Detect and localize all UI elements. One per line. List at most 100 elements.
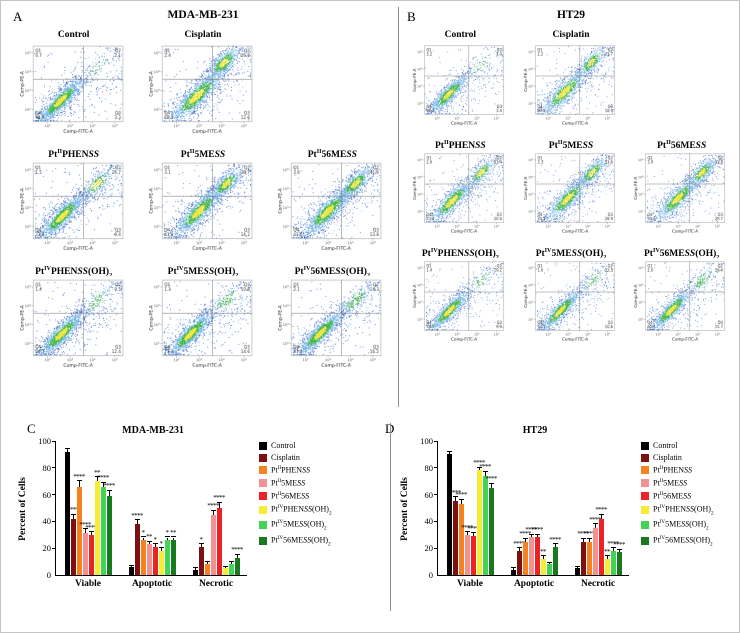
error-bar-cap [528, 533, 534, 535]
flow-cell: PtII5MESS [516, 138, 627, 241]
significance-stars: * [159, 539, 163, 548]
chart-c-ylabel-col: Percent of Cells [15, 442, 31, 576]
flow-plot-canvas [18, 276, 129, 376]
panel-c-bar-chart: MDA-MB-231 Percent of Cells 0 20 40 60 80 100… [15, 425, 332, 589]
error-bar-cap [216, 501, 222, 503]
y-tick-mark [434, 440, 438, 442]
flow-plot-title: PtIV56MESS(OH)2 [643, 248, 719, 261]
error-bar-cap [452, 496, 458, 498]
error-bar [530, 534, 532, 538]
chart-d-legend: Control Cisplatin PtIIPHENSS PtII5MESS PtII5… [641, 425, 714, 576]
legend-swatch [259, 479, 267, 488]
legend-item: PtIV5MESS(OH)2 [641, 519, 714, 532]
flow-cell: PtIVPHENSS(OH)2 [405, 246, 516, 349]
error-bar-cap [458, 498, 464, 500]
error-bar-cap [580, 537, 586, 539]
error-bar [90, 532, 92, 535]
error-bar-cap [470, 532, 476, 534]
flow-cell: PtIIPHENSS [9, 147, 138, 259]
flow-row: PtIIPHENSS PtII5MESS PtII56MESS [405, 138, 737, 241]
flow-plot-title: PtII5MESS [548, 140, 594, 152]
flow-plot-canvas [522, 150, 620, 241]
flow-cell: PtIV5MESS(OH)2 [516, 246, 627, 349]
flow-cell: PtII56MESS [626, 138, 737, 241]
error-bar-cap [82, 528, 88, 530]
error-bar-cap [128, 564, 134, 566]
chart-d-plot-area: 0 20 40 60 80 100 Viable **** **** **** **** **** **… [420, 436, 629, 589]
error-bar-cap [592, 523, 598, 525]
bar [164, 540, 170, 575]
legend-item: Cisplatin [259, 453, 332, 462]
error-bar-cap [140, 536, 146, 538]
bar [446, 454, 452, 575]
chart-c-legend: Control Cisplatin PtIIPHENSS PtII5MESS PtII5… [259, 425, 332, 576]
flow-plot-canvas [522, 258, 620, 349]
significance-stars: ** [146, 533, 152, 541]
y-tick-mark [434, 547, 438, 549]
flow-plot-title: PtIV5MESS(OH)2 [535, 248, 607, 261]
error-bar [554, 544, 556, 547]
error-bar [594, 524, 596, 529]
significance-stars: **** [473, 459, 485, 468]
bar [592, 528, 598, 575]
error-bar [542, 556, 544, 559]
flow-plot-title: Control [57, 30, 90, 40]
flow-plot-canvas [147, 276, 258, 376]
error-bar [448, 451, 450, 455]
bar [234, 557, 240, 575]
error-bar-cap [488, 482, 494, 484]
legend-label: PtIVPHENSS(OH)2 [271, 503, 332, 517]
bar [604, 558, 610, 575]
flow-plot-title: Cisplatin [552, 30, 590, 40]
significance-stars: **** [467, 524, 479, 533]
significance-stars: **** [549, 535, 561, 544]
error-bar [466, 532, 468, 535]
significance-stars: **** [85, 523, 97, 532]
panel-a-flow-plots: MDA-MB-231 Control Cisplatin PtIIPHENSS PtI… [9, 9, 397, 376]
legend-swatch [641, 479, 649, 488]
error-bar [512, 568, 514, 570]
legend-label: PtIV56MESS(OH)2 [271, 534, 331, 548]
bar [574, 568, 580, 575]
y-tick-mark [52, 440, 56, 442]
chart-d-y-axis-label: Percent of Cells [400, 477, 411, 541]
flow-plot-canvas [411, 150, 509, 241]
error-bar [236, 554, 238, 558]
bar [170, 540, 176, 575]
legend-item: PtIV56MESS(OH)2 [259, 535, 332, 547]
significance-stars: **** [577, 530, 589, 539]
flow-plot-canvas [411, 42, 509, 133]
legend-swatch [259, 441, 267, 450]
significance-stars: **** [531, 526, 543, 535]
significance-stars: * [141, 528, 145, 537]
error-bar [548, 562, 550, 565]
legend-item: Control [259, 441, 332, 450]
error-bar [96, 477, 98, 482]
error-bar [142, 537, 144, 541]
error-bar [218, 502, 220, 508]
y-tick-label: 60 [42, 489, 52, 500]
flow-plot-title: PtII5MESS [180, 149, 226, 161]
error-bar-cap [204, 560, 210, 562]
legend-label: Control [271, 441, 296, 450]
y-tick-label: 20 [42, 543, 52, 554]
error-bar-cap [482, 470, 488, 472]
legend-swatch [259, 466, 267, 475]
y-tick-mark [52, 547, 56, 549]
legend-label: PtIVPHENSS(OH)2 [653, 503, 714, 517]
legend-label: PtIV56MESS(OH)2 [653, 534, 713, 548]
legend-swatch [641, 521, 649, 530]
error-bar-cap [164, 536, 170, 538]
error-bar-cap [134, 519, 140, 521]
error-bar [600, 514, 602, 519]
flow-cell: PtIV56MESS(OH)2 [626, 246, 737, 349]
bar [216, 508, 222, 575]
y-tick-label: 80 [42, 462, 52, 473]
significance-stars: * [165, 528, 169, 537]
error-bar [108, 490, 110, 496]
significance-stars: **** [213, 494, 225, 503]
error-bar [66, 449, 68, 452]
bar [64, 451, 70, 575]
flow-plot-canvas [411, 258, 509, 349]
